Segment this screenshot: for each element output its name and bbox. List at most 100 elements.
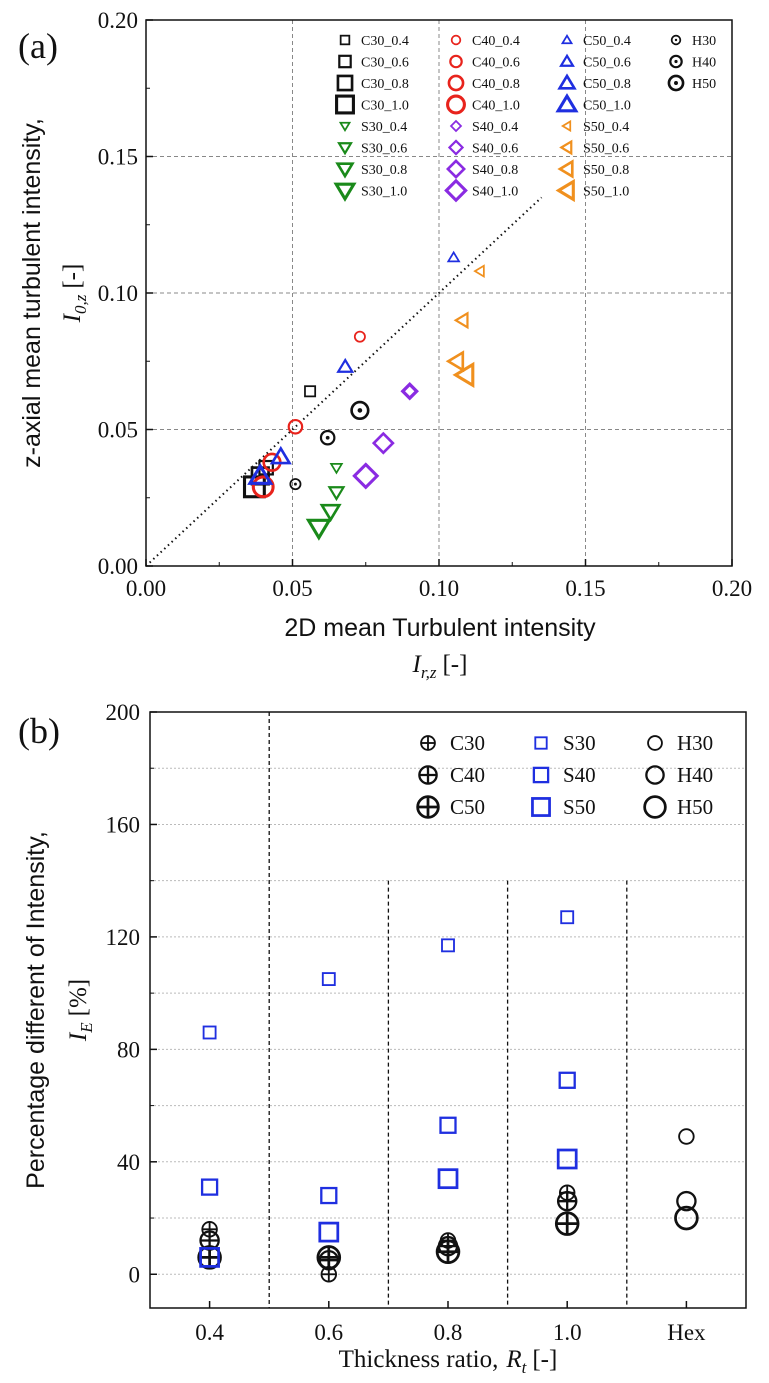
a-legend-label-C50_0.6: C50_0.6 (583, 56, 631, 71)
b-point-S30 (441, 938, 455, 953)
y-symbol-subscript: 0,z (71, 294, 90, 314)
a-legend-marker-C30_0.8 (336, 74, 354, 92)
b-point-S50 (318, 1221, 340, 1243)
b-legend-marker-H50 (643, 795, 667, 819)
a-legend-marker-S50_0.8 (557, 159, 574, 179)
a-legend-marker-S50_1.0 (555, 178, 575, 203)
a-legend-marker-S40_0.4 (449, 119, 463, 133)
panel-b-x-axis-label: Thickness ratio, Rt [-] (339, 1346, 558, 1377)
b-y-tick-label: 160 (106, 812, 141, 837)
b-legend-marker-S30 (534, 736, 548, 750)
a-legend-marker-H50 (667, 74, 685, 92)
a-point-S30_0.8 (319, 503, 342, 523)
a-legend-label-S40_1.0: S40_1.0 (472, 185, 518, 200)
a-legend-marker-C40_0.4 (450, 34, 462, 46)
y-symbol-subscript: E (77, 1022, 96, 1034)
b-legend-marker-C40 (418, 765, 438, 785)
b-point-S40 (439, 1116, 457, 1134)
a-legend-label-C30_1.0: C30_1.0 (361, 99, 409, 114)
a-point-H50 (350, 400, 370, 421)
b-point-S40 (200, 1178, 219, 1196)
panel-a-y-axis-label: z-axial mean turbulent intensity, (18, 118, 46, 468)
x-symbol-subscript: r,z (421, 663, 437, 682)
a-point-S40_0.6 (400, 382, 419, 401)
a-point-S50_0.4 (473, 264, 485, 279)
a-point-C50_0.4 (446, 250, 461, 263)
panel-a-y-axis-symbol: I0,z [-] (59, 264, 90, 324)
b-point-S30 (560, 910, 575, 925)
a-point-H40-dot (325, 435, 330, 440)
b-x-tick-label: 0.4 (195, 1320, 224, 1345)
a-legend-marker-C30_0.4 (339, 34, 351, 46)
b-point-H40 (676, 1190, 697, 1212)
y-symbol-unit: [-] (59, 264, 86, 289)
panel-b-plot-frame (149, 711, 747, 1309)
a-x-tick-label: 0.05 (272, 576, 312, 601)
b-legend-label-S30: S30 (563, 731, 596, 755)
b-point-S30 (321, 972, 336, 987)
a-legend-marker-C30_1.0 (335, 94, 355, 115)
panel-a-x-axis-symbol: Ir,z [-] (412, 651, 468, 682)
a-legend-label-C40_0.4: C40_0.4 (472, 34, 520, 49)
x-label-unit: [-] (532, 1346, 557, 1373)
a-point-H40 (319, 429, 336, 446)
a-y-tick-label: 0.20 (98, 8, 138, 33)
a-legend-marker-S50_0.4 (560, 119, 572, 133)
panel-b-y-axis-label-group: Percentage different of Intensity, (22, 831, 50, 1189)
b-point-C50 (435, 1239, 461, 1265)
a-point-S30_1.0 (305, 518, 333, 541)
a-legend-marker-H30 (670, 34, 682, 46)
a-legend-marker-C40_0.8 (447, 74, 465, 92)
a-legend-marker-C50_0.8 (557, 73, 577, 90)
b-point-S50 (556, 1148, 578, 1170)
a-point-S50_1.0 (452, 361, 475, 389)
b-legend-marker-H40 (645, 765, 665, 785)
b-point-H50 (674, 1205, 699, 1231)
a-legend-label-C30_0.6: C30_0.6 (361, 56, 409, 71)
a-point-H50 (350, 400, 370, 421)
a-legend-marker-S50_0.6 (559, 139, 573, 156)
a-point-S40_0.8 (371, 431, 395, 455)
a-point-S30_0.6 (327, 486, 346, 502)
a-legend-marker-C40_0.4 (450, 34, 462, 46)
b-y-tick-label: 80 (117, 1037, 140, 1062)
a-point-C50_0.6 (336, 357, 355, 373)
a-point-C30_0.4 (304, 385, 317, 398)
a-reference-line (145, 196, 543, 567)
b-legend-marker-S50 (531, 797, 551, 817)
a-point-S40_1.0 (352, 462, 380, 490)
a-legend-marker-S40_1.0 (444, 178, 468, 203)
a-point-S50_0.6 (453, 311, 469, 330)
a-legend-marker-H50 (667, 74, 685, 92)
a-legend-label-H50: H50 (692, 77, 716, 92)
a-legend-label-S30_0.6: S30_0.6 (361, 142, 407, 157)
a-x-tick-label: 0.20 (712, 576, 752, 601)
a-point-H30 (289, 478, 302, 491)
a-point-C30_0.4 (304, 385, 317, 398)
b-point-C50 (554, 1211, 580, 1236)
a-legend-marker-H40-dot (674, 59, 678, 64)
a-point-S30_0.4 (329, 463, 344, 475)
a-legend-marker-C40_1.0 (446, 94, 466, 115)
b-y-tick-label: 200 (106, 700, 141, 725)
a-point-S50_0.8 (445, 350, 465, 373)
a-point-S40_0.6 (400, 382, 419, 401)
a-legend-label-C40_1.0: C40_1.0 (472, 99, 520, 114)
a-point-S50_1.0 (452, 361, 475, 389)
panel-b-grid (150, 711, 746, 1308)
b-x-tick-label: 0.8 (434, 1320, 463, 1345)
a-point-S50_0.4 (473, 264, 485, 279)
panel-a-ticks: 0.000.00 0.05 0.05 0.10 0.10 0.15 0.15 0.20 0.20 (98, 8, 752, 601)
a-point-S30_1.0 (305, 518, 333, 541)
b-legend-marker-S50 (531, 797, 551, 817)
a-legend-label-S50_0.6: S50_0.6 (583, 142, 629, 157)
a-legend-marker-C30_0.4 (339, 34, 351, 46)
b-legend-label-H40: H40 (677, 763, 713, 787)
a-point-S30_0.6 (327, 486, 346, 502)
b-legend-label-S40: S40 (563, 763, 596, 787)
b-point-C50 (197, 1245, 222, 1270)
b-point-S40 (200, 1178, 219, 1196)
a-legend-marker-S30_0.6 (337, 142, 353, 156)
panel-b-legend: C30 C40 C50 S30 S40 S50 H30 H40 H50 (416, 731, 713, 819)
